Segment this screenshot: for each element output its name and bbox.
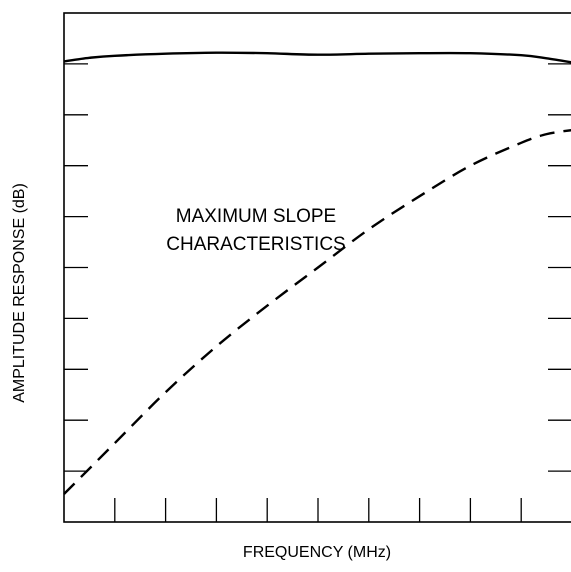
labels: FREQUENCY (MHz) AMPLITUDE RESPONSE (dB) … [11, 183, 391, 561]
annotation-line-2: CHARACTERISTICS [166, 234, 345, 255]
x-axis-label: FREQUENCY (MHz) [243, 544, 391, 561]
axes [63, 12, 571, 523]
series-line-dashed [63, 129, 571, 495]
series-line-solid [63, 51, 571, 64]
series-group [63, 51, 571, 495]
annotation-line-1: MAXIMUM SLOPE [176, 206, 336, 227]
y-axis-label: AMPLITUDE RESPONSE (dB) [11, 183, 28, 403]
